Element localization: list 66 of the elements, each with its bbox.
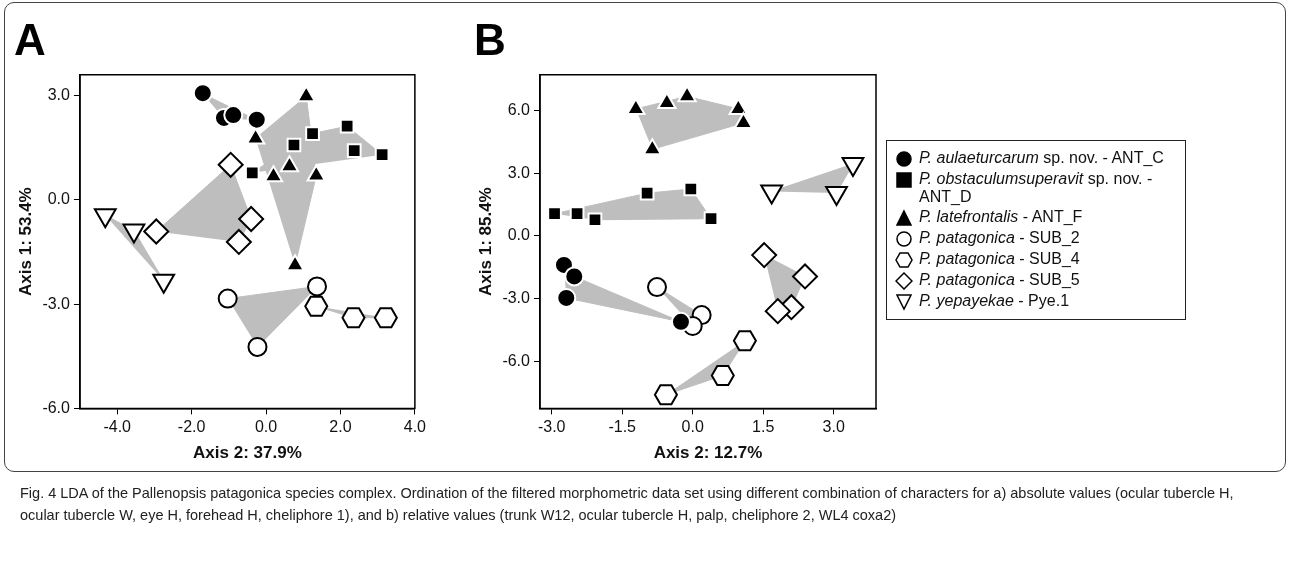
x-tick-label: 2.0 <box>329 418 352 436</box>
y-tick-label: 0.0 <box>47 190 71 208</box>
x-tick-label: -2.0 <box>177 418 206 436</box>
point <box>642 138 662 156</box>
point <box>792 263 819 290</box>
text: P. obstaculumsuperavit sp. nov. - ANT_D <box>919 170 1153 205</box>
chart-title: A <box>14 14 46 64</box>
y-tick-label: -3.0 <box>42 294 71 312</box>
y-tick-label: 6.0 <box>507 100 531 118</box>
legend-label: P. patagonica - SUB_2 <box>919 229 1080 247</box>
point <box>341 307 366 329</box>
y-axis-title: Axis 1: 53.4% <box>15 187 35 296</box>
point <box>657 92 677 110</box>
point <box>247 336 268 357</box>
point <box>246 109 267 130</box>
point <box>646 277 667 298</box>
point <box>556 287 577 308</box>
point <box>346 143 362 158</box>
point <box>653 384 678 406</box>
point <box>286 137 302 153</box>
point <box>192 83 213 104</box>
y-tick-label: -6.0 <box>42 398 71 416</box>
x-tick-label: -1.5 <box>608 418 637 436</box>
legend-label: P. patagonica - SUB_4 <box>919 250 1080 268</box>
x-tick-label: -4.0 <box>103 418 132 436</box>
point <box>710 365 735 387</box>
y-tick-label: -3.0 <box>502 289 531 306</box>
point <box>305 126 320 141</box>
y-axis-title: Axis 1: 85.4% <box>475 187 495 296</box>
point <box>670 311 691 332</box>
point <box>751 242 778 269</box>
point <box>764 298 791 325</box>
point <box>733 111 754 129</box>
point <box>683 181 699 197</box>
point <box>564 266 585 287</box>
y-tick-label: 0.0 <box>507 226 531 244</box>
x-axis-title: Axis 2: 37.9% <box>193 443 302 463</box>
x-tick-label: 0.0 <box>254 418 278 436</box>
caption: Fig. 4 LDA of the Pallenopsis patagonica species complex. Ordination of the filtered morphometric data set using different combination of characters for a) absolute values (ocular tubercle H, ocular tubercle W, eye H, forehead H, cheliphore 1), and b) relative values (trunk W12, ocular tubercle H, palp, cheliphore 2, WL4 coxa2) <box>20 484 1235 525</box>
legend-label: P. latefrontalis - ANT_F <box>919 208 1083 226</box>
x-tick-label: 0.0 <box>681 418 704 436</box>
legend-label: P. aulaeturcarum sp. nov. - ANT_C <box>919 149 1164 167</box>
legend-label: P. yepayekae - Pye.1 <box>919 292 1070 310</box>
point <box>373 307 398 329</box>
point <box>217 288 238 309</box>
point <box>307 276 328 297</box>
y-tick-label: 3.0 <box>507 163 531 181</box>
point <box>304 295 329 317</box>
point <box>639 185 655 201</box>
x-tick-label: 3.0 <box>822 418 845 436</box>
point <box>339 118 355 134</box>
x-axis-title: Axis 2: 12.7% <box>653 443 763 463</box>
x-tick-label: 1.5 <box>752 418 775 436</box>
point <box>225 228 252 255</box>
point <box>217 151 244 178</box>
y-tick-label: 3.0 <box>47 86 71 104</box>
point <box>677 85 697 103</box>
legend-label: P. patagonica - SUB_5 <box>919 271 1080 289</box>
point <box>238 206 265 233</box>
point <box>732 330 757 352</box>
chart-title: B <box>474 14 506 64</box>
y-tick-label: -6.0 <box>502 351 531 369</box>
point <box>244 165 260 181</box>
x-tick-label: 4.0 <box>403 418 427 436</box>
x-tick-label: -3.0 <box>537 418 566 436</box>
point <box>143 218 170 245</box>
